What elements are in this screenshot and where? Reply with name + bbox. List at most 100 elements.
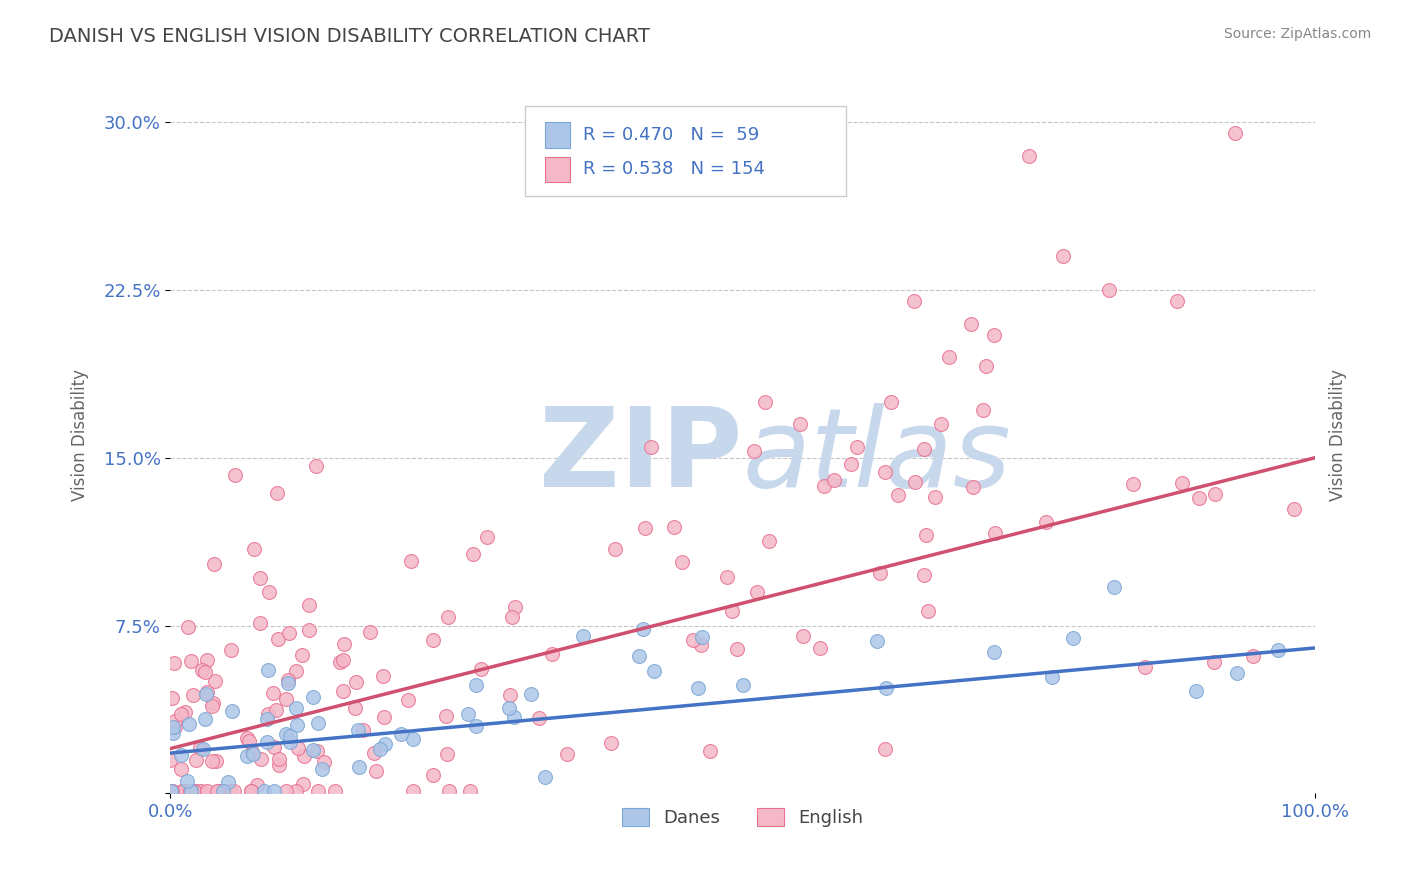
Point [174, 706, 197, 720]
Point [202, 558, 225, 572]
Point [541, 647, 564, 661]
Point [307, 744, 329, 758]
Point [305, 459, 328, 474]
Point [172, 784, 194, 798]
Point [195, 685, 218, 699]
Point [1133, 659, 1156, 673]
Point [257, 585, 280, 599]
Point [278, 735, 301, 749]
Point [924, 491, 946, 505]
Point [399, 553, 422, 567]
Point [191, 741, 214, 756]
Point [256, 712, 278, 726]
Point [363, 746, 385, 760]
Point [498, 701, 520, 715]
Point [170, 784, 193, 798]
Point [284, 664, 307, 678]
Point [434, 709, 457, 723]
Point [1063, 631, 1085, 645]
Point [160, 784, 183, 798]
Point [218, 784, 240, 798]
Text: ZIP: ZIP [538, 403, 742, 510]
Point [366, 764, 388, 778]
Point [682, 633, 704, 648]
Point [634, 521, 657, 535]
Point [298, 598, 321, 612]
Point [875, 681, 897, 695]
Point [222, 784, 245, 798]
Point [1267, 643, 1289, 657]
Point [1018, 149, 1040, 163]
Point [792, 629, 814, 643]
Point [754, 394, 776, 409]
Point [332, 653, 354, 667]
Point [160, 784, 183, 798]
Point [875, 465, 897, 479]
Point [159, 753, 181, 767]
Point [869, 566, 891, 581]
Point [235, 731, 257, 746]
Point [502, 710, 524, 724]
Point [264, 703, 287, 717]
Point [437, 784, 460, 798]
Point [267, 752, 290, 766]
Point [903, 294, 925, 309]
Point [173, 784, 195, 798]
Point [359, 625, 381, 640]
Point [461, 547, 484, 561]
Point [177, 717, 200, 731]
Point [887, 488, 910, 502]
Point [839, 457, 862, 471]
Point [170, 762, 193, 776]
Point [191, 663, 214, 677]
Point [217, 774, 239, 789]
Point [640, 440, 662, 454]
Point [242, 747, 264, 761]
Point [169, 747, 191, 762]
Point [343, 701, 366, 715]
Point [263, 739, 285, 754]
Point [278, 729, 301, 743]
Point [1166, 294, 1188, 309]
Point [205, 784, 228, 798]
Point [240, 746, 263, 760]
Point [249, 751, 271, 765]
Point [352, 723, 374, 737]
Point [465, 678, 488, 692]
Point [274, 726, 297, 740]
Point [183, 784, 205, 798]
Point [249, 616, 271, 631]
Text: R = 0.538   N = 154: R = 0.538 N = 154 [583, 161, 765, 178]
Point [277, 673, 299, 687]
Point [371, 669, 394, 683]
Point [742, 444, 765, 458]
Point [1035, 516, 1057, 530]
Point [267, 632, 290, 646]
Point [789, 417, 811, 432]
Point [291, 777, 314, 791]
FancyBboxPatch shape [544, 122, 569, 147]
Point [808, 640, 831, 655]
Point [172, 784, 194, 798]
Point [758, 534, 780, 549]
Point [374, 737, 396, 751]
Point [603, 541, 626, 556]
Point [396, 693, 419, 707]
Point [201, 754, 224, 768]
Point [219, 642, 242, 657]
Text: R = 0.470   N =  59: R = 0.470 N = 59 [583, 126, 759, 144]
Point [180, 784, 202, 798]
Point [501, 610, 523, 624]
Point [180, 784, 202, 798]
Point [1098, 283, 1121, 297]
Point [262, 686, 284, 700]
Point [846, 440, 869, 454]
Point [256, 734, 278, 748]
Point [465, 719, 488, 733]
Point [176, 620, 198, 634]
Point [368, 741, 391, 756]
Point [263, 784, 285, 798]
Point [212, 784, 235, 798]
Point [284, 784, 307, 798]
Point [627, 649, 650, 664]
